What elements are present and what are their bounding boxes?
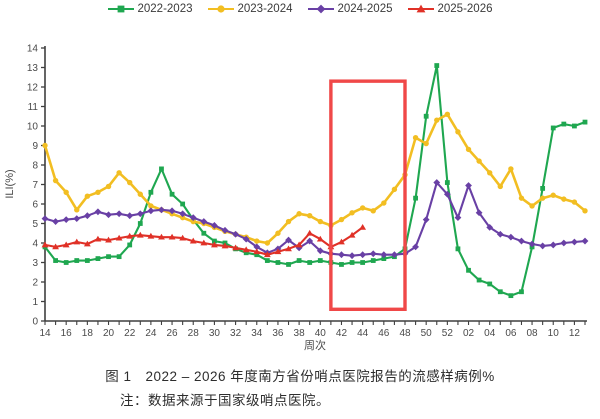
figure-caption: 图 1 2022 – 2026 年度南方省份哨点医院报告的流感样病例% [105,369,495,384]
series-2024-2025 [41,179,589,260]
circle-marker-icon [207,5,234,13]
x-tick-label: 06 [505,328,517,339]
legend-label: 2022-2023 [137,3,193,15]
series-2023-2024 [42,111,588,246]
x-tick-label: 32 [230,328,242,339]
legend-item-2024-2025: 2024-2025 [307,3,393,15]
x-axis-ticks: 14 16 18 20 22 24 26 28 30 32 34 36 38 40 42 44 46 48 50 52… [39,321,586,339]
x-tick-label: 50 [421,328,433,339]
x-axis-title: 周次 [304,338,326,352]
x-tick-label: 48 [399,328,411,339]
x-tick-label: 18 [82,328,94,339]
x-tick-label: 10 [548,328,560,339]
x-tick-label: 04 [484,328,496,339]
legend-item-2025-2026: 2025-2026 [407,3,493,15]
x-tick-label: 08 [526,328,538,339]
y-tick-label: 12 [27,83,39,94]
y-tick-label: 4 [32,239,38,250]
square-marker-icon [107,5,134,13]
y-tick-label: 3 [32,258,38,269]
y-tick-label: 5 [32,219,38,230]
y-tick-label: 11 [28,102,39,113]
axes [44,46,587,322]
y-tick-label: 13 [27,63,39,74]
x-tick-label: 42 [336,328,348,339]
diamond-marker-icon [307,4,334,14]
legend-label: 2024-2025 [337,3,393,15]
series-2025-2026 [41,224,367,258]
x-tick-label: 38 [294,328,306,339]
x-tick-label: 26 [166,328,178,339]
series-2022-2023 [42,63,588,299]
y-tick-label: 8 [32,161,38,172]
x-tick-label: 28 [188,328,200,339]
y-tick-label: 10 [27,122,39,133]
y-tick-label: 0 [32,317,38,328]
legend-item-2023-2024: 2023-2024 [207,3,293,15]
y-tick-label: 2 [32,278,38,289]
legend-item-2022-2023: 2022-2023 [107,3,193,15]
x-tick-label: 44 [357,328,369,339]
y-axis-title: ILI(%) [4,169,16,198]
x-tick-label: 46 [378,328,390,339]
x-tick-label: 34 [251,328,263,339]
x-tick-label: 24 [145,328,157,339]
x-tick-label: 22 [124,328,136,339]
triangle-marker-icon [407,4,434,13]
legend-label: 2023-2024 [237,3,293,15]
x-tick-label: 20 [103,328,115,339]
legend-label: 2025-2026 [437,3,493,15]
x-tick-label: 36 [272,328,284,339]
y-tick-label: 9 [32,141,38,152]
x-tick-label: 30 [209,328,221,339]
chart-legend: 2022-2023 2023-2024 2024-2025 2025-2026 [0,3,600,15]
y-tick-label: 14 [27,44,39,55]
x-tick-label: 12 [569,328,581,339]
y-tick-label: 6 [32,200,38,211]
y-tick-label: 7 [32,180,38,191]
x-tick-label: 02 [463,328,475,339]
highlight-box [329,79,407,311]
y-tick-label: 1 [32,297,38,308]
figure-note: 注：数据来源于国家级哨点医院。 [120,393,330,408]
x-tick-label: 40 [315,328,327,339]
x-tick-label: 16 [61,328,73,339]
x-tick-label: 14 [39,328,51,339]
x-tick-label: 52 [442,328,454,339]
